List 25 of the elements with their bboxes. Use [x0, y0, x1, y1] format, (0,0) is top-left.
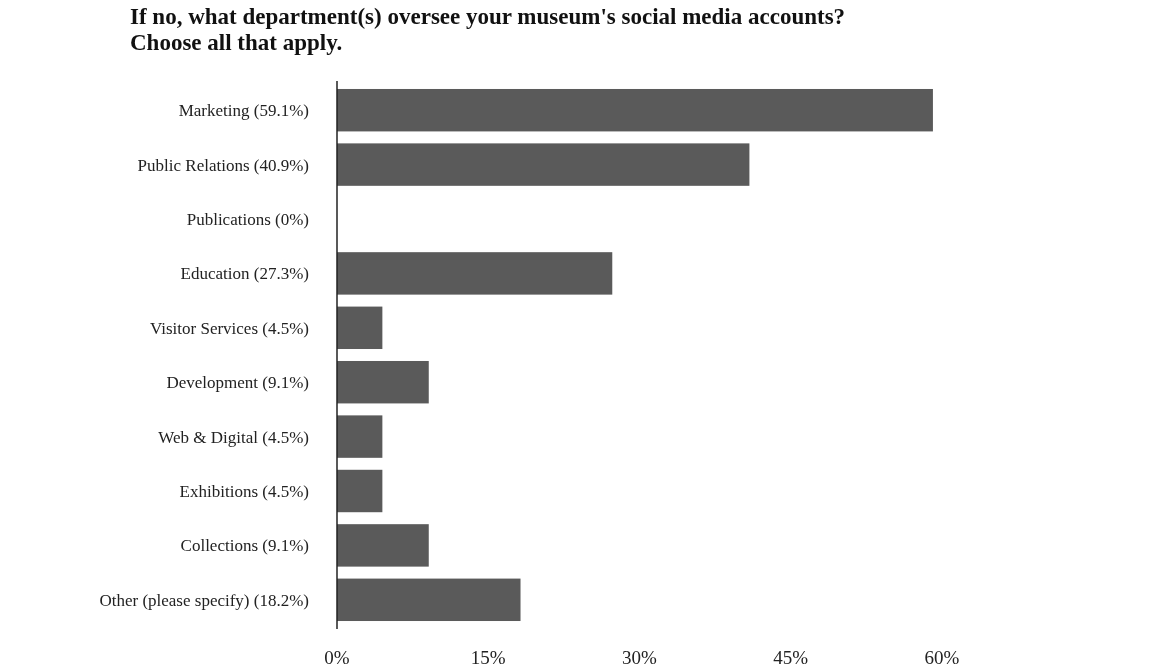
x-tick-label: 15%	[470, 647, 506, 668]
x-tick-label: 60%	[924, 647, 960, 668]
y-tick-label: Marketing (59.1%)	[178, 101, 309, 121]
y-tick-label: Public Relations (40.9%)	[137, 155, 309, 175]
chart-title: If no, what department(s) oversee your museum's social media accounts? Choose all that apply.	[130, 4, 846, 55]
y-tick-label: Education (27.3%)	[180, 264, 309, 284]
bar	[337, 143, 750, 186]
bar	[337, 88, 933, 132]
bar	[337, 469, 383, 513]
x-tick-label: 30%	[622, 647, 658, 668]
y-tick-label: Collections (9.1%)	[180, 536, 309, 556]
y-tick-label: Publications (0%)	[186, 209, 309, 229]
x-tick-label: 45%	[773, 647, 809, 668]
bar	[337, 360, 429, 404]
y-tick-label: Web & Digital (4.5%)	[158, 427, 309, 447]
y-tick-label: Other (please specify) (18.2%)	[99, 590, 309, 610]
x-tick-label: 0%	[324, 647, 350, 668]
bar	[337, 524, 429, 567]
bar	[337, 415, 383, 458]
bar	[337, 306, 383, 350]
bar	[337, 252, 613, 295]
y-tick-label: Development (9.1%)	[166, 373, 309, 393]
y-tick-label: Visitor Services (4.5%)	[149, 318, 309, 338]
y-tick-label: Exhibitions (4.5%)	[179, 481, 309, 501]
bar	[337, 578, 521, 622]
